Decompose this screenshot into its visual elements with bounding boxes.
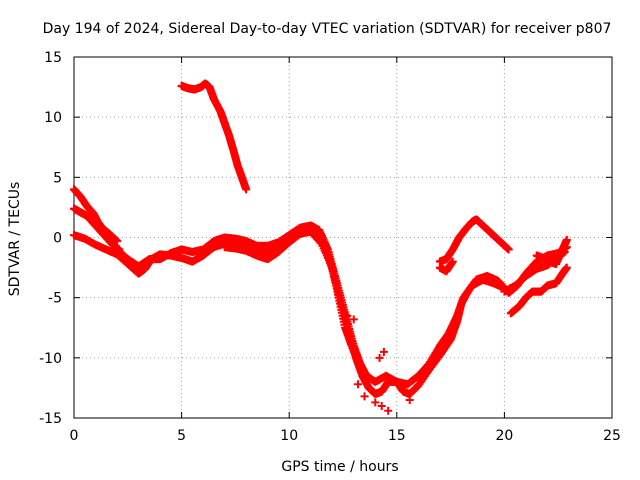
y-tick-label: -5 (48, 291, 62, 307)
chart-title: Day 194 of 2024, Sidereal Day-to-day VTE… (43, 21, 612, 37)
data-point (349, 315, 358, 324)
data-points (70, 79, 571, 415)
data-point (364, 375, 373, 384)
series-sparse-low (343, 311, 414, 415)
x-tick-label: 25 (603, 428, 621, 444)
series-late-upper (532, 235, 571, 268)
x-axis-label: GPS time / hours (281, 459, 398, 475)
series-main-c (220, 227, 373, 384)
data-point (384, 406, 393, 415)
data-point (562, 235, 571, 244)
data-point (371, 398, 380, 407)
data-point (405, 395, 414, 404)
x-tick-label: 15 (388, 428, 406, 444)
y-tick-label: -15 (39, 411, 62, 427)
x-tick-labels: 0 5 10 15 20 25 (70, 428, 621, 444)
series-late-loop (435, 215, 513, 266)
series-late-rise (506, 263, 571, 318)
series-upper-isolated (177, 79, 251, 194)
x-tick-label: 10 (280, 428, 298, 444)
data-point (360, 392, 369, 401)
x-tick-label: 20 (495, 428, 513, 444)
y-tick-label: 10 (44, 110, 62, 126)
data-point (562, 263, 571, 272)
y-tick-label: 5 (53, 170, 62, 186)
data-point (354, 380, 363, 389)
data-point (343, 311, 352, 320)
y-tick-labels: -15 -10 -5 0 5 10 15 (39, 50, 62, 427)
series-early-mid (70, 204, 124, 254)
data-point (504, 245, 513, 254)
y-tick-label: -10 (39, 351, 62, 367)
series-mid-segment (435, 257, 457, 276)
x-tick-label: 5 (177, 428, 186, 444)
y-tick-label: 15 (44, 50, 62, 66)
data-point (379, 347, 388, 356)
series-main-b (113, 221, 509, 389)
y-tick-label: 0 (53, 231, 62, 247)
y-axis-label: SDTVAR / TECUs (7, 182, 23, 297)
data-point (375, 353, 384, 362)
data-point (448, 257, 457, 266)
data-point (242, 185, 251, 194)
grid (74, 57, 612, 418)
x-tick-label: 0 (70, 428, 79, 444)
data-point (377, 401, 386, 410)
